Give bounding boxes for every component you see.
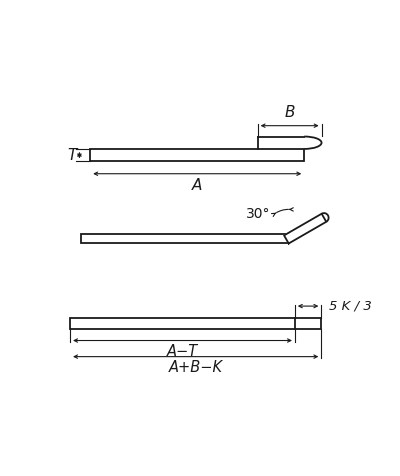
Text: 5 K / 3: 5 K / 3 (329, 299, 372, 313)
Text: B: B (284, 105, 295, 120)
Bar (90, 149, 304, 161)
Bar (81, 234, 289, 244)
Text: A−T: A−T (167, 344, 198, 359)
Text: T: T (67, 148, 76, 163)
Text: A+B−K: A+B−K (169, 360, 223, 376)
Text: 30°: 30° (246, 207, 270, 221)
Text: A: A (192, 178, 202, 193)
Bar (70, 318, 321, 329)
Polygon shape (284, 214, 326, 244)
